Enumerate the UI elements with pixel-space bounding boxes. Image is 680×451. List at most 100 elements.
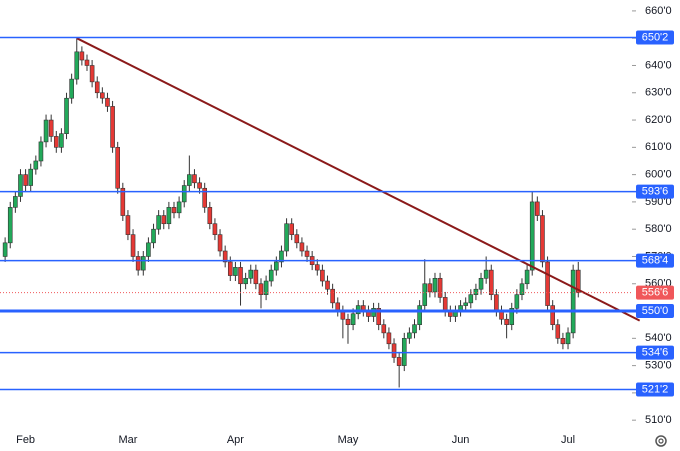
candle-body <box>7 207 13 244</box>
level-label-box <box>636 382 674 397</box>
candle-body <box>59 133 64 148</box>
y-tick-label: 600'0 <box>645 169 672 181</box>
candle-body <box>437 277 443 298</box>
candle-body <box>156 215 161 230</box>
level-label: 568'4 <box>642 254 669 266</box>
candle-body <box>289 223 294 235</box>
candle-body <box>509 308 515 325</box>
candle-body <box>64 97 69 134</box>
candle-body <box>524 269 530 285</box>
x-tick-label: Jul <box>561 434 575 446</box>
candle-body <box>575 269 581 293</box>
candle-body <box>560 338 566 345</box>
candle-body <box>294 234 300 244</box>
candle-body <box>202 187 207 208</box>
candle-body <box>135 256 141 271</box>
candle-body <box>181 185 187 203</box>
gear-ring[interactable] <box>655 435 667 447</box>
y-tick-label: 620'0 <box>645 114 672 126</box>
candle-body <box>514 294 520 309</box>
y-tick-label: 630'0 <box>645 87 672 99</box>
level-label: 534'6 <box>642 347 669 359</box>
candle-body <box>2 242 8 257</box>
candle-body <box>192 174 197 184</box>
level-label: 550'0 <box>642 305 669 317</box>
candle-body <box>243 277 248 285</box>
candle-body <box>550 305 555 325</box>
candle-body <box>320 269 325 282</box>
candle-body <box>268 269 274 282</box>
gear-hub[interactable] <box>658 438 664 444</box>
candle-body <box>314 264 320 271</box>
candle-body <box>89 65 95 83</box>
candle-body <box>217 234 223 252</box>
candle-body <box>555 324 561 339</box>
candle-body <box>381 324 387 334</box>
candle-body <box>33 160 39 170</box>
candle-body <box>187 174 192 186</box>
candle-body <box>69 78 74 99</box>
candle-body <box>212 223 218 235</box>
candle-body <box>422 283 428 306</box>
candle-body <box>222 250 228 263</box>
candle-body <box>519 283 525 295</box>
level-label-box <box>636 184 674 199</box>
candle-body <box>391 343 397 358</box>
candle-body <box>161 215 167 225</box>
candle-body <box>43 119 49 143</box>
candle-body <box>473 288 479 295</box>
candle-body <box>197 182 202 189</box>
candle-body <box>79 51 85 61</box>
settings-icon[interactable] <box>655 435 667 447</box>
candle-body <box>545 261 550 306</box>
candle-body <box>407 332 412 339</box>
candle-body <box>540 215 545 263</box>
candle-body <box>233 267 238 276</box>
candle-body <box>115 147 121 189</box>
candle-body <box>345 318 351 325</box>
current-price-label: 556'6 <box>642 287 669 299</box>
candle-body <box>284 223 289 252</box>
candle-body <box>227 261 233 276</box>
candle-body <box>488 269 494 295</box>
candle-body <box>84 59 90 66</box>
x-tick-label: Mar <box>118 434 137 446</box>
candle-body <box>494 294 499 312</box>
level-label: 521'2 <box>642 383 669 395</box>
candle-body <box>38 141 44 162</box>
level-label-box <box>636 304 674 319</box>
candle-body <box>478 277 484 290</box>
y-tick-label: 510'0 <box>645 414 672 426</box>
level-label: 650'2 <box>642 31 669 43</box>
candle-body <box>120 187 126 216</box>
level-label: 593'6 <box>642 186 669 198</box>
candle-body <box>565 332 571 345</box>
candle-body <box>330 288 335 304</box>
candle-body <box>350 313 356 325</box>
candle-body <box>483 269 489 279</box>
candle-body <box>325 280 330 290</box>
y-tick-label: 530'0 <box>645 360 672 372</box>
candle-body <box>207 207 213 225</box>
x-tick-label: Feb <box>16 434 35 446</box>
candle-body <box>253 269 259 285</box>
candle-body <box>13 196 18 208</box>
candle-body <box>171 207 177 214</box>
candle-body <box>570 269 576 334</box>
y-tick-label: 640'0 <box>645 59 672 71</box>
candle-body <box>427 283 433 293</box>
candle-body <box>151 228 156 244</box>
candle-body <box>248 269 254 279</box>
candle-body <box>48 119 54 137</box>
candle-body <box>140 256 146 271</box>
current-price-box <box>636 285 674 300</box>
candle-body <box>386 332 392 345</box>
y-tick-label: 580'0 <box>645 223 672 235</box>
candle-body <box>529 201 535 271</box>
level-label-box <box>636 30 674 45</box>
candle-body <box>53 136 59 148</box>
candle-body <box>110 106 115 148</box>
candle-body <box>105 97 110 107</box>
candle-body <box>74 51 80 80</box>
candle-body <box>18 174 23 197</box>
